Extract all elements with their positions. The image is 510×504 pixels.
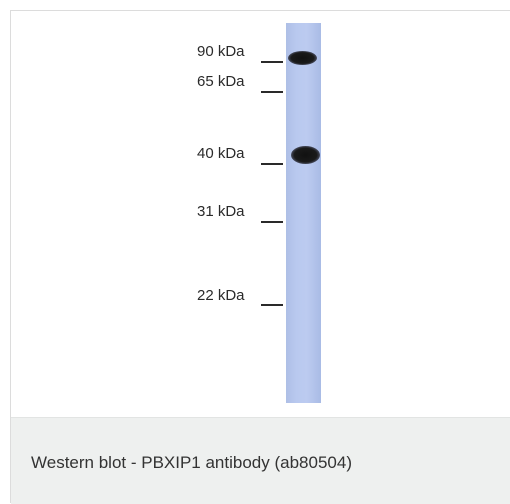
western-blot-image: 90 kDa 65 kDa 40 kDa 31 kDa 22 kDa (11, 11, 510, 417)
figure-card: 90 kDa 65 kDa 40 kDa 31 kDa 22 kDa Weste… (10, 10, 510, 504)
marker-tick-31 (261, 221, 283, 223)
marker-label-90: 90 kDa (197, 43, 245, 60)
gel-lane (286, 23, 321, 403)
caption-bar: Western blot - PBXIP1 antibody (ab80504) (11, 417, 510, 504)
marker-tick-22 (261, 304, 283, 306)
band-40kda (291, 146, 320, 164)
marker-label-31: 31 kDa (197, 203, 245, 220)
band-90kda (288, 51, 317, 65)
marker-label-40: 40 kDa (197, 145, 245, 162)
marker-tick-65 (261, 91, 283, 93)
figure-caption: Western blot - PBXIP1 antibody (ab80504) (31, 453, 352, 472)
marker-label-65: 65 kDa (197, 73, 245, 90)
marker-tick-40 (261, 163, 283, 165)
marker-tick-90 (261, 61, 283, 63)
marker-label-22: 22 kDa (197, 287, 245, 304)
